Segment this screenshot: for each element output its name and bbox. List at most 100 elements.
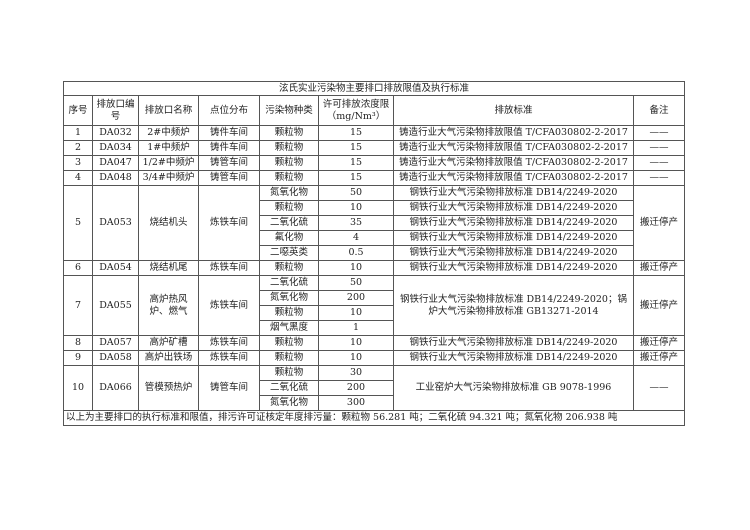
- header-standard: 排放标准: [393, 95, 634, 126]
- outlet-no-cell: DA047: [92, 155, 139, 171]
- remark-cell: ——: [632, 155, 686, 171]
- pollutant-cell: 氮氧化物: [259, 395, 319, 411]
- pollutant-cell: 二氧化硫: [259, 380, 319, 396]
- table-row: 10 DA066 管模预热炉 铸管车间 颗粒物 30 工业窑炉大气污染物排放标准 GB 90…: [63, 365, 686, 411]
- standard-cell: 铸造行业大气污染物排放限值 T/CFA030802-2-2017: [393, 140, 634, 156]
- pollutant-cell: 颗粒物: [259, 155, 319, 171]
- remark-cell: ——: [632, 170, 686, 186]
- location-cell: 炼铁车间: [198, 185, 260, 261]
- table-row: 3 DA047 1/2#中频炉 铸管车间 颗粒物 15 铸造行业大气污染物排放限值 T/CF…: [63, 155, 686, 171]
- standard-cell: 钢铁行业大气污染物排放标准 DB14/2249-2020: [393, 335, 634, 351]
- limit-cell: 50: [318, 185, 394, 201]
- location-cell: 炼铁车间: [198, 335, 260, 351]
- table-row: 7 DA055 高炉热风炉、燃气 炼铁车间 二氧化硫 50 钢铁行业大气污染物排放标准 DB…: [63, 275, 686, 336]
- outlet-no-cell: DA058: [92, 350, 139, 366]
- limit-cell: 4: [318, 230, 394, 246]
- pollutant-cell: 颗粒物: [259, 365, 319, 381]
- limit-cell: 0.5: [318, 245, 394, 261]
- outlet-name-cell: 2#中频炉: [138, 125, 199, 141]
- limit-cell: 15: [318, 155, 394, 171]
- location-cell: 铸件车间: [198, 125, 260, 141]
- table-row: 2 DA034 1#中频炉 铸件车间 颗粒物 15 铸造行业大气污染物排放限值 T/CFA0…: [63, 140, 686, 156]
- remark-cell: 搬迁停产: [632, 260, 686, 276]
- header-pollutant: 污染物种类: [259, 95, 319, 126]
- outlet-name-cell: 高炉出铁场: [138, 350, 199, 366]
- seq-cell: 7: [63, 275, 93, 336]
- pollutant-cell: 氟化物: [259, 230, 319, 246]
- remark-cell: 搬迁停产: [632, 275, 686, 336]
- remark-cell: 搬迁停产: [632, 350, 686, 366]
- standard-cell: 钢铁行业大气污染物排放标准 DB14/2249-2020: [393, 350, 634, 366]
- pollutant-cell: 颗粒物: [259, 200, 319, 216]
- remark-cell: ——: [632, 140, 686, 156]
- outlet-name-cell: 管模预热炉: [138, 365, 199, 411]
- header-seq: 序号: [63, 95, 93, 126]
- table-row: 9 DA058 高炉出铁场 炼铁车间 颗粒物 10 钢铁行业大气污染物排放标准 DB14/2…: [63, 350, 686, 366]
- outlet-no-cell: DA032: [92, 125, 139, 141]
- outlet-no-cell: DA034: [92, 140, 139, 156]
- location-cell: 铸管车间: [198, 155, 260, 171]
- location-cell: 铸管车间: [198, 365, 260, 411]
- outlet-name-cell: 烧结机尾: [138, 260, 199, 276]
- seq-cell: 8: [63, 335, 93, 351]
- outlet-no-cell: DA057: [92, 335, 139, 351]
- remark-cell: ——: [632, 365, 686, 411]
- pollutant-cell: 颗粒物: [259, 125, 319, 141]
- outlet-name-cell: 3/4#中频炉: [138, 170, 199, 186]
- emission-limits-table: 泫氏实业污染物主要排口排放限值及执行标准 序号 排放口编号 排放口名称 点位分布…: [62, 81, 686, 426]
- location-cell: 铸件车间: [198, 140, 260, 156]
- table-row: 4 DA048 3/4#中频炉 铸管车间 颗粒物 15 铸造行业大气污染物排放限值 T/CF…: [63, 170, 686, 186]
- header-limit: 许可排放浓度限（mg/Nm³）: [318, 95, 394, 126]
- limit-cell: 35: [318, 215, 394, 231]
- standard-cell: 钢铁行业大气污染物排放标准 DB14/2249-2020: [393, 185, 634, 201]
- pollutant-cell: 氮氧化物: [259, 185, 319, 201]
- pollutant-cell: 氮氧化物: [259, 290, 319, 306]
- table-row: 1 DA032 2#中频炉 铸件车间 颗粒物 15 铸造行业大气污染物排放限值 T/CFA0…: [63, 125, 686, 141]
- seq-cell: 3: [63, 155, 93, 171]
- limit-cell: 10: [318, 305, 394, 321]
- remark-cell: ——: [632, 125, 686, 141]
- standard-cell: 铸造行业大气污染物排放限值 T/CFA030802-2-2017: [393, 155, 634, 171]
- table-title: 泫氏实业污染物主要排口排放限值及执行标准: [62, 81, 686, 96]
- standard-cell: 钢铁行业大气污染物排放标准 DB14/2249-2020: [393, 230, 634, 246]
- pollutant-cell: 二噁英类: [259, 245, 319, 261]
- seq-cell: 10: [63, 365, 93, 411]
- table-row: 二噁英类 0.5 钢铁行业大气污染物排放标准 DB14/2249-2020: [64, 245, 685, 261]
- header-location: 点位分布: [198, 95, 260, 126]
- pollutant-cell: 颗粒物: [259, 140, 319, 156]
- footer-row: 以上为主要排口的执行标准和限值，排污许可证核定年度排污量：颗粒物 56.281 …: [62, 410, 686, 426]
- remark-cell: 搬迁停产: [632, 335, 686, 351]
- table-row: 6 DA054 烧结机尾 炼铁车间 颗粒物 10 钢铁行业大气污染物排放标准 DB14/22…: [63, 260, 686, 276]
- standard-cell: 钢铁行业大气污染物排放标准 DB14/2249-2020: [393, 215, 634, 231]
- outlet-name-cell: 1#中频炉: [138, 140, 199, 156]
- outlet-name-cell: 1/2#中频炉: [138, 155, 199, 171]
- footer-note: 以上为主要排口的执行标准和限值，排污许可证核定年度排污量：颗粒物 56.281 …: [62, 410, 686, 426]
- seq-cell: 2: [63, 140, 93, 156]
- table-row: 烟气黑度1搬迁停产: [64, 320, 685, 336]
- standard-cell: 工业窑炉大气污染物排放标准 GB 9078-1996: [393, 365, 634, 411]
- standard-cell: 钢铁行业大气污染物排放标准 DB14/2249-2020: [393, 200, 634, 216]
- outlet-no-cell: DA048: [92, 170, 139, 186]
- outlet-no-cell: DA053: [92, 185, 139, 261]
- table-row: 5 DA053 烧结机头 炼铁车间 氮氧化物 50 钢铁行业大气污染物排放标准 DB14/2…: [63, 185, 686, 261]
- seq-cell: 4: [63, 170, 93, 186]
- limit-cell: 10: [318, 335, 394, 351]
- limit-cell: 1: [318, 320, 394, 336]
- outlet-name-cell: 高炉热风炉、燃气: [138, 275, 199, 336]
- header-outlet-no: 排放口编号: [92, 95, 139, 126]
- standard-cell: 铸造行业大气污染物排放限值 T/CFA030802-2-2017: [393, 125, 634, 141]
- pollutant-cell: 颗粒物: [259, 350, 319, 366]
- outlet-no-cell: DA054: [92, 260, 139, 276]
- table-row: 氟化物 4 钢铁行业大气污染物排放标准 DB14/2249-2020: [64, 230, 685, 246]
- limit-cell: 15: [318, 170, 394, 186]
- seq-cell: 1: [63, 125, 93, 141]
- location-cell: 铸管车间: [198, 170, 260, 186]
- pollutant-cell: 颗粒物: [259, 260, 319, 276]
- pollutant-cell: 二氧化硫: [259, 275, 319, 291]
- outlet-no-cell: DA066: [92, 365, 139, 411]
- seq-cell: 5: [63, 185, 93, 261]
- limit-cell: 300: [318, 395, 394, 411]
- table-row: 8 DA057 高炉矿槽 炼铁车间 颗粒物 10 钢铁行业大气污染物排放标准 DB14/22…: [63, 335, 686, 351]
- location-cell: 炼铁车间: [198, 275, 260, 336]
- standard-cell: 铸造行业大气污染物排放限值 T/CFA030802-2-2017: [393, 170, 634, 186]
